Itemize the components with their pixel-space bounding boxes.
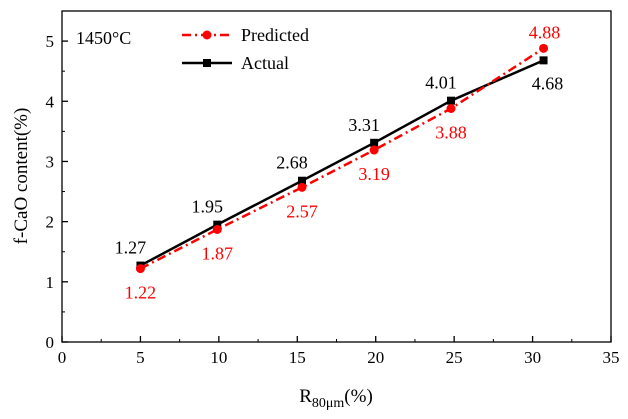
data-label-predicted: 3.19 [358,164,390,184]
y-tick-label: 2 [46,213,55,232]
data-point-predicted [212,224,222,234]
x-tick-label: 5 [136,348,145,367]
data-label-predicted: 4.88 [529,22,561,42]
x-axis-title-main: R [299,386,312,407]
legend: Predicted Actual [182,25,309,73]
data-point-actual [213,220,222,229]
data-label-predicted: 1.87 [202,243,234,263]
data-label-predicted: 3.88 [435,122,467,142]
data-label-actual: 1.27 [115,238,147,258]
data-label-predicted: 1.22 [125,283,157,303]
data-label-actual: 3.31 [348,115,380,135]
data-label-actual: 4.01 [425,73,457,93]
y-axis-title: f-CaO content(%) [11,108,32,245]
x-tick-label: 35 [603,348,620,367]
legend-marker-actual [203,59,211,67]
data-label-actual: 1.95 [192,197,224,217]
x-tick-label: 10 [210,348,227,367]
data-point-predicted [297,182,307,192]
data-point-actual [370,138,379,147]
legend-label-actual: Actual [241,53,289,73]
data-label-actual: 4.68 [532,73,564,93]
data-point-actual [447,96,456,105]
data-point-predicted [369,145,379,155]
y-tick-label: 5 [46,32,55,51]
legend-marker-predicted [202,30,212,40]
y-tick-label: 0 [46,333,55,352]
y-tick-label: 4 [46,92,55,111]
x-tick-label: 15 [289,348,306,367]
x-axis-title-subscript: 80μm [312,396,345,411]
x-tick-label: 25 [446,348,463,367]
x-axis-title-suffix: (%) [344,386,372,407]
legend-label-predicted: Predicted [241,25,309,45]
data-labels: 1.27 1.95 2.68 3.31 4.01 4.68 1.22 1.87 2.57 3.19… [115,22,564,302]
x-axis-title: R80μm(%) [299,386,373,411]
ticks [61,40,612,343]
series-line-actual [139,59,545,267]
y-tick-label: 3 [46,152,55,171]
series-line-predicted [139,47,545,270]
y-tick-label: 1 [46,273,55,292]
data-label-actual: 2.68 [276,153,308,173]
x-tick-label: 30 [524,348,541,367]
tick-labels: 0 5 10 15 20 25 30 35 0 1 2 3 4 5 [46,32,620,367]
x-tick-label: 20 [367,348,384,367]
series-layer [135,43,549,274]
x-tick-label: 0 [58,348,67,367]
data-point-predicted [539,43,549,53]
data-label-predicted: 2.57 [286,201,318,221]
data-point-predicted [446,103,456,113]
data-point-actual [297,176,306,185]
data-point-actual [539,56,548,65]
data-point-predicted [135,264,145,274]
annotation-label: 1450°C [76,28,131,48]
